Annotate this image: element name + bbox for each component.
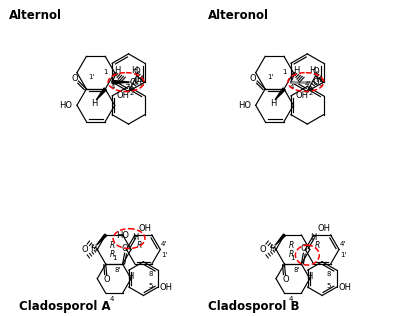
Text: H: H — [269, 244, 276, 253]
Text: OH: OH — [160, 283, 172, 292]
Polygon shape — [275, 88, 285, 100]
Text: H: H — [315, 75, 321, 84]
Text: 5: 5 — [148, 283, 152, 289]
Text: O: O — [81, 245, 88, 254]
Text: 4: 4 — [110, 296, 114, 302]
Text: O: O — [250, 74, 257, 82]
Text: 1: 1 — [282, 69, 287, 75]
Text: O: O — [312, 67, 319, 76]
Text: H: H — [310, 66, 316, 75]
Polygon shape — [97, 234, 107, 245]
Text: 3: 3 — [318, 81, 323, 87]
Text: 4': 4' — [126, 81, 132, 87]
Text: O: O — [282, 275, 289, 284]
Text: OH: OH — [117, 91, 130, 100]
Text: H: H — [131, 66, 137, 75]
Text: Cladosporol A: Cladosporol A — [19, 300, 111, 313]
Text: R: R — [109, 250, 115, 259]
Text: H: H — [91, 99, 97, 108]
Text: 4: 4 — [111, 84, 115, 90]
Text: 2: 2 — [308, 90, 312, 96]
Text: H: H — [128, 272, 134, 281]
Text: OH: OH — [296, 91, 308, 100]
Text: H: H — [311, 233, 317, 242]
Text: 2: 2 — [129, 90, 134, 96]
Text: R: R — [288, 250, 294, 259]
Text: H: H — [306, 272, 313, 281]
Text: 8': 8' — [294, 267, 300, 273]
Text: H: H — [91, 244, 97, 253]
Text: HO: HO — [238, 101, 251, 110]
Text: H: H — [114, 66, 120, 75]
Polygon shape — [96, 88, 106, 100]
Text: 4: 4 — [290, 84, 294, 90]
Text: Cladosporol B: Cladosporol B — [208, 300, 300, 313]
Text: O: O — [133, 67, 140, 76]
Text: R: R — [109, 241, 115, 250]
Polygon shape — [112, 80, 129, 84]
Text: 4': 4' — [304, 81, 310, 87]
Text: OH: OH — [318, 224, 331, 233]
Text: 1': 1' — [161, 252, 168, 258]
Text: Alteronol: Alteronol — [208, 9, 269, 22]
Text: Alternol: Alternol — [9, 9, 62, 22]
Text: 5: 5 — [327, 283, 331, 289]
Text: O: O — [103, 275, 110, 284]
Text: HO: HO — [59, 101, 72, 110]
Text: H: H — [270, 99, 276, 108]
Text: 1': 1' — [89, 74, 95, 80]
Text: R: R — [288, 241, 294, 250]
Text: OH: OH — [139, 224, 152, 233]
Text: 4': 4' — [340, 240, 346, 246]
Text: 1: 1 — [103, 69, 108, 75]
Text: 4: 4 — [289, 296, 293, 302]
Text: 4': 4' — [161, 240, 167, 246]
Text: HO: HO — [117, 231, 130, 240]
Text: 3: 3 — [140, 81, 144, 87]
Text: O: O — [300, 244, 307, 253]
Text: 1': 1' — [340, 252, 346, 258]
Text: 8: 8 — [327, 271, 331, 277]
Text: 1: 1 — [291, 255, 295, 261]
Text: H: H — [136, 75, 143, 84]
Polygon shape — [275, 234, 286, 245]
Text: 8: 8 — [148, 271, 153, 277]
Text: H: H — [293, 66, 299, 75]
Text: 8': 8' — [115, 267, 122, 273]
Text: OH: OH — [338, 283, 351, 292]
Text: O: O — [121, 244, 128, 253]
Text: O: O — [312, 78, 319, 87]
Text: O: O — [260, 245, 266, 254]
Text: 1: 1 — [112, 255, 116, 261]
Text: O: O — [71, 74, 78, 82]
Text: R: R — [136, 241, 142, 250]
Text: 1': 1' — [267, 74, 274, 80]
Text: OH: OH — [130, 78, 142, 87]
Text: R: R — [315, 241, 320, 250]
Text: H: H — [132, 233, 138, 242]
